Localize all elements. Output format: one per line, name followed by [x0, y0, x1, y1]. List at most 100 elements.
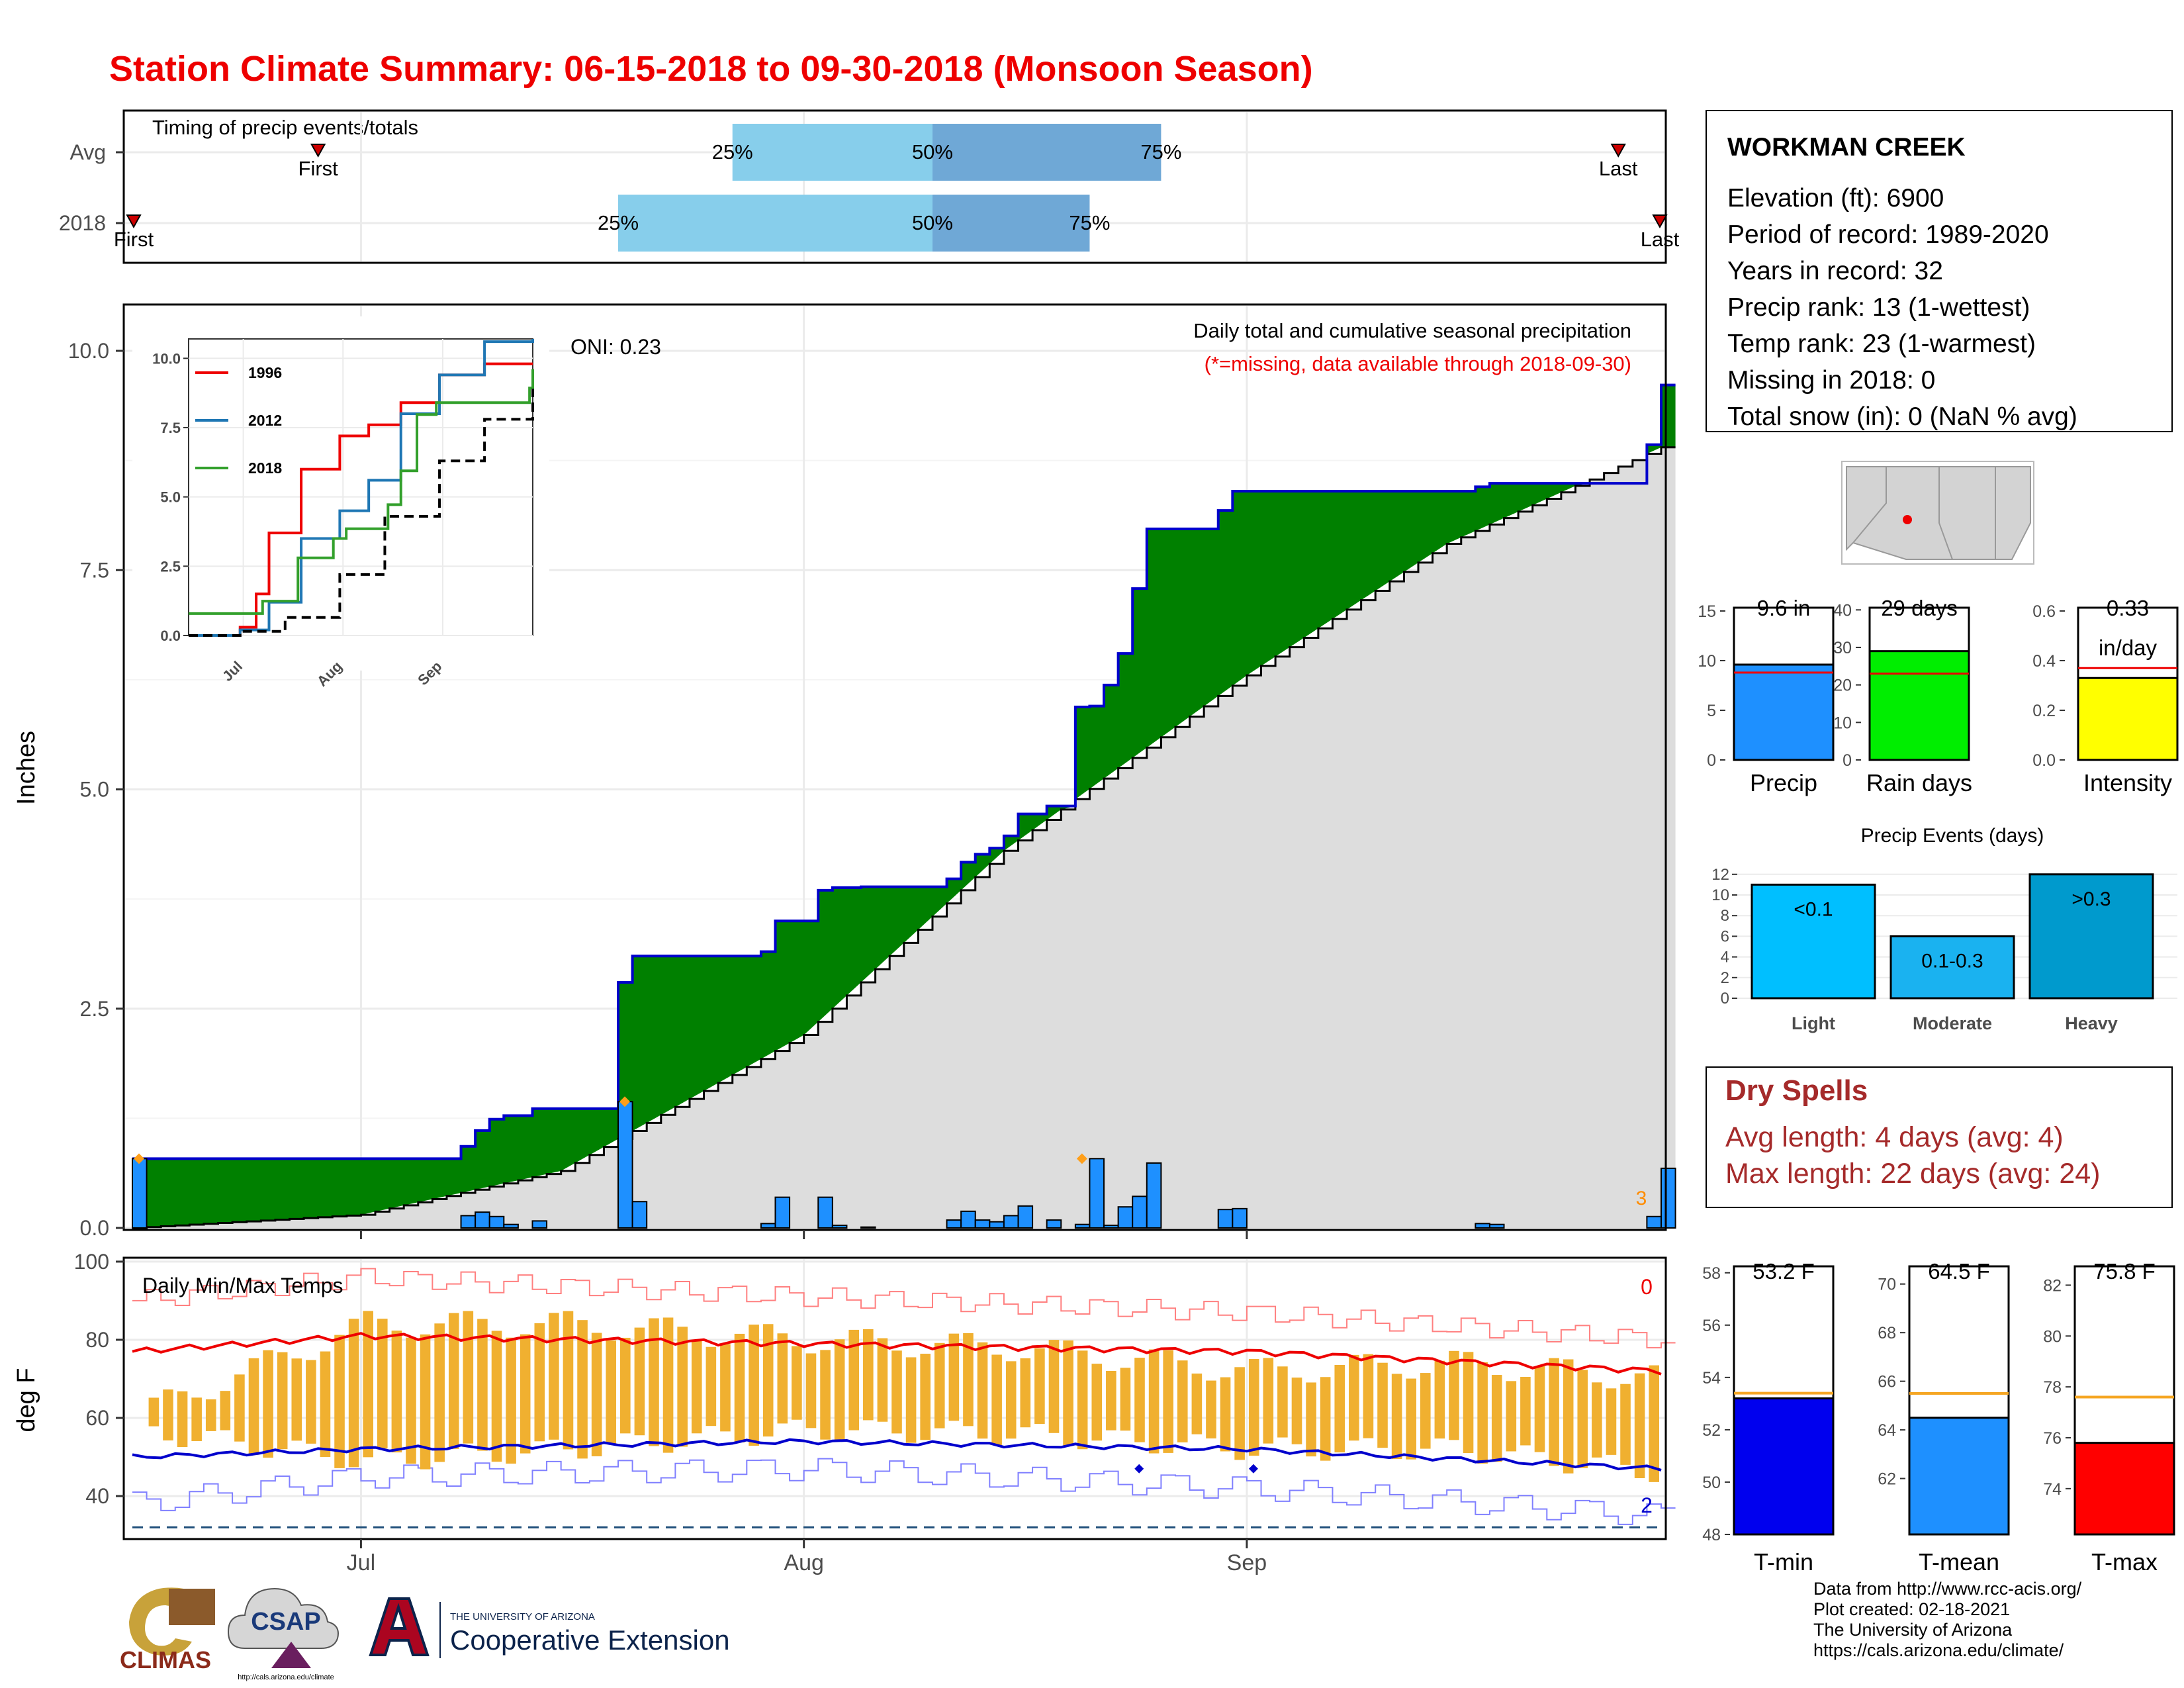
temp-summary-y-tick-label: 56 — [1702, 1317, 1721, 1335]
station-box: WORKMAN CREEK Elevation (ft): 6900 Perio… — [1706, 110, 2173, 432]
daily-temp-bar — [1220, 1377, 1231, 1452]
summary-y-tick-label: 15 — [1698, 602, 1716, 621]
daily-temp-bar — [1391, 1374, 1402, 1459]
temp-summary-name: T-max — [2091, 1548, 2158, 1575]
events-y-tick-label: 0 — [1721, 990, 1729, 1008]
dry-spells-box: Dry Spells Avg length: 4 days (avg: 4) M… — [1706, 1066, 2173, 1208]
daily-temp-bar — [306, 1360, 316, 1444]
daily-temp-bar — [1320, 1377, 1331, 1461]
daily-temp-bar — [377, 1319, 388, 1449]
temp-summary-name: T-mean — [1919, 1548, 1999, 1575]
timing-row-label: Avg — [69, 140, 106, 164]
daily-temp-bar — [334, 1335, 345, 1468]
climas-logo-block — [169, 1589, 215, 1625]
daily-temp-bar — [877, 1338, 888, 1422]
daily-temp-bar — [577, 1320, 588, 1459]
precip-events-panel: Precip Events (days) 024681012<0.1Light0… — [1711, 825, 2177, 1033]
daily-temp-bar — [1234, 1367, 1245, 1460]
temp-summary-y-tick-label: 64 — [1878, 1421, 1896, 1440]
csap-logo: CSAP http://cals.arizona.edu/climate — [227, 1587, 339, 1681]
daily-precip-bar — [1046, 1219, 1062, 1229]
daily-temp-bar — [1034, 1348, 1045, 1424]
daily-precip-bar — [1146, 1162, 1162, 1229]
dry-spells-max: Max length: 22 days (avg: 24) — [1725, 1158, 2100, 1190]
temp-y-tick-label: 40 — [85, 1484, 109, 1508]
events-bar — [1889, 935, 2015, 1000]
daily-temp-bar — [1406, 1378, 1416, 1460]
footer-line-3: The University of Arizona — [1813, 1620, 2013, 1640]
temp-summary-y-tick-label: 78 — [2043, 1378, 2062, 1397]
temp-summary-y-tick-label: 50 — [1702, 1474, 1721, 1492]
summary-value-label: 29 days — [1881, 596, 1958, 620]
summary-value-bar — [2077, 677, 2179, 761]
temp-summary-value-bar — [1908, 1417, 2010, 1536]
daily-temp-bar — [205, 1399, 216, 1431]
daily-temp-bar — [1649, 1365, 1659, 1482]
daily-temp-bar — [406, 1337, 416, 1464]
daily-temp-bar — [163, 1389, 173, 1441]
main-axes: 0.0 2.5 5.0 7.5 10.0 — [68, 339, 1248, 1240]
dry-spells-avg: Avg length: 4 days (avg: 4) — [1725, 1121, 2064, 1153]
footer-line-4: https://cals.arizona.edu/climate/ — [1813, 1640, 2064, 1660]
station-line-3: Years in record: 32 — [1727, 257, 1943, 285]
daily-temp-bar — [863, 1329, 874, 1421]
summary-value-bar — [1733, 663, 1835, 761]
daily-temp-bar — [191, 1397, 202, 1441]
events-bar-label: <0.1 — [1794, 898, 1833, 920]
ua-big-text: Cooperative Extension — [450, 1624, 730, 1656]
temp-high-count: 0 — [1641, 1275, 1653, 1299]
daily-temp-bar — [1449, 1350, 1459, 1440]
daily-temp-bar — [1077, 1350, 1088, 1450]
daily-temp-bar — [177, 1391, 188, 1448]
timing-panel: Timing of precip events/totals 25% 50% 75%… — [59, 109, 1680, 264]
temp-summary-bars-panel: 48 50 52 54 56 58 53.2 F T-min 62 64 66 68 70 64.5 F T… — [1702, 1259, 2175, 1575]
daily-temp-bar — [1506, 1381, 1517, 1452]
events-bar — [2028, 873, 2154, 1000]
daily-temp-bar — [1606, 1388, 1617, 1455]
footer-line-1: Data from http://www.rcc-acis.org/ — [1813, 1579, 2082, 1599]
oni-label: ONI: 0.23 — [570, 335, 661, 359]
daily-precip-bar — [960, 1210, 976, 1229]
daily-temp-bar — [1020, 1358, 1031, 1428]
daily-temp-bar — [1291, 1378, 1302, 1444]
daily-temp-bar — [834, 1339, 845, 1441]
temp-summary-y-tick-label: 52 — [1702, 1421, 1721, 1440]
daily-temp-bar — [1577, 1370, 1588, 1468]
summary-y-tick-label: 0.0 — [2032, 751, 2056, 770]
events-bar-label: 0.1-0.3 — [1921, 950, 1983, 972]
csap-logo-text: CSAP — [251, 1608, 321, 1636]
temp-summary-y-tick-label: 70 — [1878, 1276, 1896, 1294]
daily-temp-bar — [1177, 1360, 1188, 1442]
x-axis-month-label: Sep — [1227, 1550, 1267, 1575]
figure-title: Station Climate Summary: 06-15-2018 to 0… — [109, 49, 1313, 89]
temp-layer — [125, 1259, 1676, 1538]
events-y-tick-label: 8 — [1721, 907, 1729, 925]
main-y-tick-label: 10.0 — [68, 339, 109, 363]
station-name: WORKMAN CREEK — [1727, 133, 1966, 162]
first-event-marker — [310, 144, 326, 158]
daily-temp-bar — [1048, 1340, 1060, 1433]
daily-precip-bar — [774, 1196, 791, 1229]
daily-temp-bar — [591, 1333, 602, 1456]
daily-temp-bar — [277, 1352, 288, 1450]
daily-temp-bar — [1134, 1358, 1145, 1442]
daily-precip-bar — [617, 1101, 633, 1229]
daily-temp-bar — [434, 1323, 445, 1462]
daily-temp-bar — [620, 1337, 631, 1434]
station-line-6: Missing in 2018: 0 — [1727, 366, 1935, 395]
cumulative-surplus-area — [132, 385, 1676, 1228]
dry-spells-frame — [1706, 1066, 2173, 1208]
daily-temp-bar — [1091, 1364, 1103, 1441]
events-y-tick-label: 12 — [1711, 866, 1729, 884]
timing-bar-late — [932, 195, 1090, 252]
summary-y-tick-label: 40 — [1833, 601, 1852, 620]
daily-temp-bar — [677, 1327, 688, 1447]
record-low-marker — [1248, 1464, 1258, 1474]
temp-summary-value-label: 75.8 F — [2093, 1259, 2156, 1284]
missing-count: 3 — [1636, 1188, 1647, 1209]
temp-summary-value-bar — [2073, 1442, 2175, 1536]
station-line-4: Precip rank: 13 (1-wettest) — [1727, 293, 2030, 322]
events-y-tick-label: 10 — [1711, 886, 1729, 904]
timing-pct-label: 25% — [712, 140, 753, 164]
main-y-tick-label: 2.5 — [80, 997, 109, 1021]
